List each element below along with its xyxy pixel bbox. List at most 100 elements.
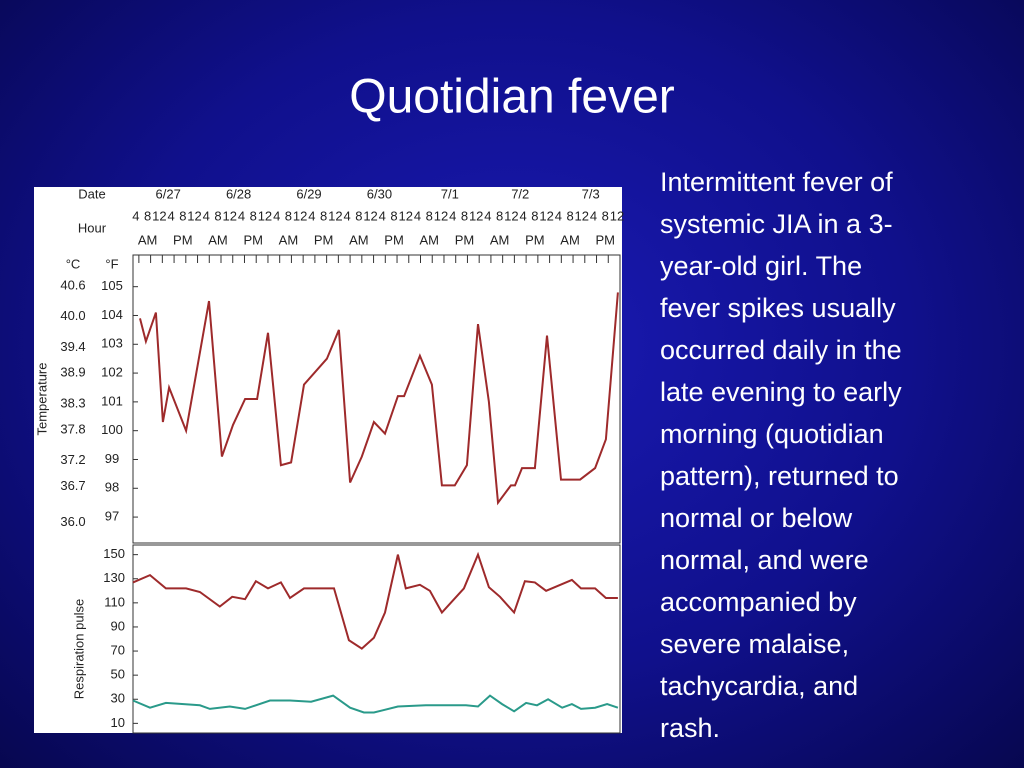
x-tick-label: 8 (355, 208, 362, 223)
y2-tick-label: 36.0 (60, 514, 85, 529)
x-tick-label: 8 (531, 208, 538, 223)
date: 7/1 (441, 186, 459, 201)
chart: 97989910010110210310410536.036.737.237.8… (34, 186, 624, 734)
body-line: severe malaise, (660, 629, 849, 659)
date-label: Date (78, 186, 105, 201)
x-tick-label: 8 (602, 208, 609, 223)
x-tick-label: 12 (504, 208, 518, 223)
slide-title: Quotidian fever (349, 71, 675, 124)
body-line: morning (quotidian (660, 419, 884, 449)
x-tick-label: 8 (250, 208, 257, 223)
y2-unit: °C (66, 256, 81, 271)
date: 7/2 (511, 186, 529, 201)
x-tick-label: 4 (308, 208, 315, 223)
body-line: systemic JIA in a 3- (660, 209, 893, 239)
y-tick-label: 101 (101, 393, 123, 408)
x-tick-label: 12 (187, 208, 201, 223)
x-tick-label: 4 (590, 208, 597, 223)
x-tick-label: 8 (496, 208, 503, 223)
x-tick-label: 8 (566, 208, 573, 223)
x-tick-label: 12 (610, 208, 624, 223)
period: AM (279, 232, 299, 247)
y-tick-label: 105 (101, 278, 123, 293)
period: PM (525, 232, 545, 247)
y-axis-label: Temperature (34, 363, 49, 436)
x-tick-label: 8 (461, 208, 468, 223)
y-tick-label: 90 (111, 618, 125, 633)
x-tick-label: 12 (258, 208, 272, 223)
chart-background (34, 187, 622, 733)
x-tick-label: 12 (469, 208, 483, 223)
y-tick-label: 99 (105, 451, 119, 466)
date: 6/28 (226, 186, 251, 201)
plot-frame (132, 544, 621, 734)
x-tick-label: 8 (144, 208, 151, 223)
data-line (132, 551, 618, 650)
period: AM (419, 232, 439, 247)
x-tick-label: 12 (363, 208, 377, 223)
period: PM (596, 232, 616, 247)
x-tick-label: 12 (434, 208, 448, 223)
date: 6/29 (296, 186, 321, 201)
x-tick-label: 12 (152, 208, 166, 223)
date: 7/3 (582, 186, 600, 201)
y2-tick-label: 40.6 (60, 277, 85, 292)
body-text: Intermittent fever of systemic JIA in a 3… (660, 167, 902, 743)
y-tick-label: 97 (105, 509, 119, 524)
body-line: fever spikes usually (660, 293, 896, 323)
x-tick-label: 4 (484, 208, 491, 223)
x-tick-label: 8 (426, 208, 433, 223)
x-tick-label: 12 (399, 208, 413, 223)
body-line: late evening to early (660, 377, 902, 407)
x-tick-label: 4 (343, 208, 350, 223)
body-line: year-old girl. The (660, 251, 862, 281)
y-tick-label: 103 (101, 336, 123, 351)
x-tick-label: 4 (132, 208, 139, 223)
body-line: normal or below (660, 503, 853, 533)
y-unit: °F (105, 256, 118, 271)
x-tick-label: 4 (273, 208, 280, 223)
body-line: accompanied by (660, 587, 857, 617)
y2-tick-label: 36.7 (60, 478, 85, 493)
y-tick-label: 30 (111, 691, 125, 706)
data-line (139, 292, 619, 506)
period: AM (349, 232, 369, 247)
x-tick-label: 8 (179, 208, 186, 223)
date: 6/30 (367, 186, 392, 201)
body-line: rash. (660, 713, 720, 743)
x-tick-label: 8 (285, 208, 292, 223)
x-tick-label: 4 (555, 208, 562, 223)
date: 6/27 (156, 186, 181, 201)
x-tick-label: 8 (320, 208, 327, 223)
y-tick-label: 70 (111, 642, 125, 657)
y2-tick-label: 37.2 (60, 452, 85, 467)
body-line: tachycardia, and (660, 671, 858, 701)
y-tick-label: 104 (101, 307, 123, 322)
body-line: pattern), returned to (660, 461, 899, 491)
y-tick-label: 102 (101, 365, 123, 380)
x-tick-label: 12 (293, 208, 307, 223)
x-tick-label: 4 (167, 208, 174, 223)
hour-label: Hour (78, 220, 107, 235)
body-line: normal, and were (660, 545, 869, 575)
x-tick-label: 4 (414, 208, 421, 223)
y-axis-label: Respiration pulse (71, 599, 86, 699)
body-line: Intermittent fever of (660, 167, 893, 197)
y2-tick-label: 39.4 (60, 339, 85, 354)
plot-frame (132, 254, 621, 544)
period: PM (384, 232, 404, 247)
y-tick-label: 130 (103, 570, 125, 585)
x-tick-label: 4 (238, 208, 245, 223)
x-tick-label: 12 (223, 208, 237, 223)
x-tick-label: 8 (390, 208, 397, 223)
body-line: occurred daily in the (660, 335, 902, 365)
period: AM (208, 232, 228, 247)
y2-tick-label: 38.3 (60, 396, 85, 411)
y-tick-label: 150 (103, 546, 125, 561)
x-tick-label: 4 (449, 208, 456, 223)
x-tick-label: 12 (575, 208, 589, 223)
period: PM (455, 232, 475, 247)
y2-tick-label: 37.8 (60, 421, 85, 436)
y-tick-label: 50 (111, 667, 125, 682)
